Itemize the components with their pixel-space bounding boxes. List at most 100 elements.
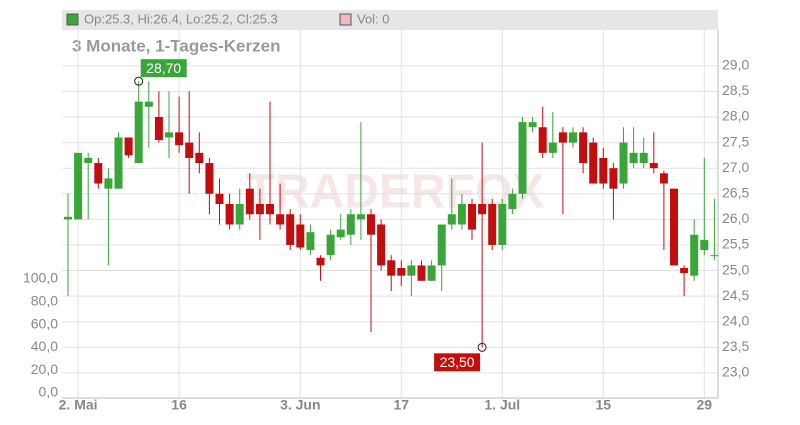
candle-body (397, 267, 406, 276)
y-tick-label: 26,5 (722, 184, 749, 200)
candle-body (548, 142, 557, 153)
y2-tick-label: 100,0 (23, 270, 58, 286)
candle-body (245, 188, 254, 215)
candle-body (255, 204, 264, 215)
candle-body (468, 204, 476, 230)
candle-body (114, 137, 123, 189)
candle-body (427, 265, 436, 281)
volume-icon (339, 13, 352, 26)
candle-body (346, 214, 355, 235)
candle-body (367, 214, 375, 235)
y-tick-label: 24,5 (722, 287, 749, 303)
candle-body (276, 214, 285, 225)
candle-body (417, 265, 426, 281)
annotation-box (434, 353, 481, 372)
candle-body (528, 122, 537, 128)
y-tick-label: 23,0 (722, 364, 749, 380)
candle-body (215, 193, 224, 205)
candle-body (407, 265, 416, 276)
ohlc-label: Op:25.3, Hi:26.4, Lo:25.2, Cl:25.3 (84, 11, 278, 26)
candle-body (154, 117, 163, 141)
candle-body (286, 214, 295, 245)
x-tick-label: 16 (171, 397, 187, 413)
candle-body (579, 132, 588, 164)
candle-body (356, 214, 365, 220)
annotation-box (140, 59, 187, 78)
candle-body (296, 224, 305, 248)
y-tick-label: 25,5 (722, 236, 749, 252)
candle-body (306, 232, 315, 251)
y-tick-label: 26,0 (722, 210, 749, 226)
candle-body (104, 178, 113, 189)
y-tick-label: 24,0 (722, 312, 749, 328)
candle-body (124, 137, 133, 156)
candle-body (457, 204, 466, 225)
candle-body (266, 204, 274, 215)
candle-body (235, 204, 244, 225)
candle-body (659, 173, 668, 184)
y2-tick-label: 60,0 (31, 315, 58, 331)
y2-tick-label: 0,0 (39, 384, 59, 400)
x-tick-label: 3. Jun (280, 397, 320, 413)
candle-body (619, 142, 628, 184)
candle-body (326, 234, 335, 256)
candle-body (498, 204, 507, 245)
candle-body (569, 132, 577, 143)
candle-body (639, 152, 648, 164)
annotation-marker (134, 76, 144, 86)
candle-body (508, 193, 517, 210)
header-bar (62, 10, 718, 30)
candle-body (558, 132, 567, 143)
candle-body (690, 234, 699, 276)
candle-body (680, 267, 689, 274)
candle-body (518, 122, 527, 194)
candle-body (437, 224, 446, 266)
candle-body (175, 132, 184, 146)
candle-body (649, 163, 658, 169)
candle-body (185, 142, 194, 158)
annotation-marker (477, 342, 487, 352)
candle-body (538, 127, 547, 153)
candle-body (205, 163, 214, 194)
candle-body (629, 152, 638, 164)
x-tick-label: 2. Mai (59, 397, 98, 413)
candle-body (94, 163, 103, 184)
candle-body (478, 204, 487, 215)
candle-body (700, 239, 709, 251)
y2-tick-label: 20,0 (31, 361, 58, 377)
candle-body (609, 168, 618, 189)
ohlc-icon (66, 13, 79, 26)
x-tick-label: 15 (596, 397, 612, 413)
x-tick-label: 17 (394, 397, 410, 413)
candle-body (710, 255, 719, 257)
y-tick-label: 27,0 (722, 159, 749, 175)
candle-body (195, 152, 204, 164)
y2-tick-label: 80,0 (31, 292, 58, 308)
candle-body (74, 152, 83, 220)
candle-body (316, 257, 325, 266)
candle-body (134, 101, 143, 164)
y-tick-label: 29,0 (722, 57, 749, 73)
candle-body (387, 260, 396, 276)
candle-body (225, 204, 234, 225)
y-tick-label: 23,5 (722, 338, 749, 354)
x-tick-label: 1. Jul (484, 397, 520, 413)
candle-body (336, 229, 345, 238)
candle-body (599, 157, 608, 184)
candle-body (84, 157, 93, 164)
candle-body (165, 132, 173, 138)
y-tick-label: 25,0 (722, 261, 749, 277)
candle-body (488, 204, 497, 245)
candle-body (589, 142, 598, 184)
candle-body (64, 216, 72, 220)
annotation-label: 28,70 (146, 60, 181, 76)
candle-body (377, 224, 386, 266)
y-tick-label: 28,5 (722, 82, 749, 98)
y-tick-label: 28,0 (722, 108, 749, 124)
annotation-label: 23,50 (440, 354, 475, 370)
x-tick-label: 29 (697, 397, 713, 413)
subtitle: 3 Monate, 1-Tages-Kerzen (72, 36, 280, 55)
candle-body (144, 101, 153, 107)
